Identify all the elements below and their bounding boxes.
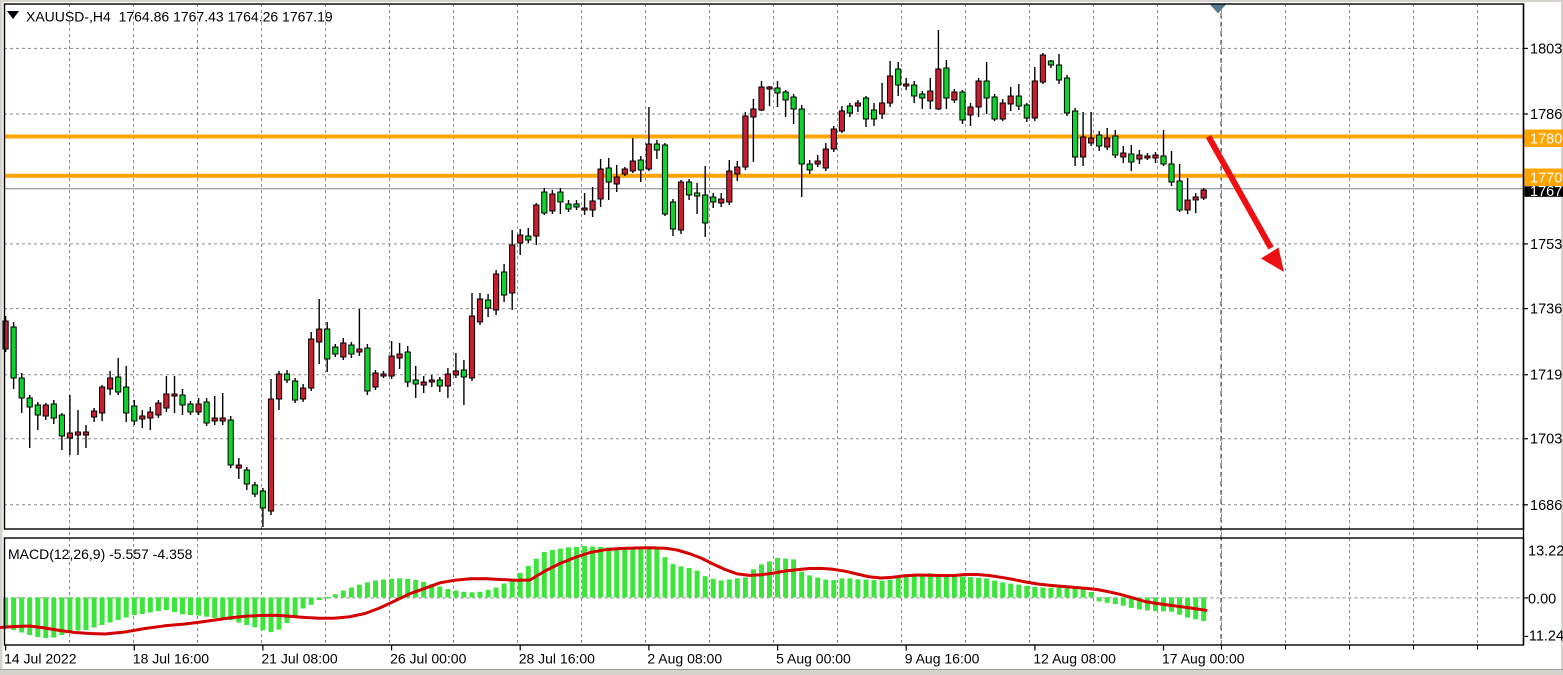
- svg-text:XAUUSD-,H4 1764.86 1767.43 17: XAUUSD-,H4 1764.86 1767.43 1764.26 1767.…: [26, 9, 333, 25]
- svg-text:18 Jul 16:00: 18 Jul 16:00: [133, 651, 209, 667]
- svg-text:21 Jul 08:00: 21 Jul 08:00: [261, 651, 337, 667]
- svg-text:1780: 1780: [1530, 132, 1562, 148]
- svg-text:1770: 1770: [1530, 171, 1562, 187]
- svg-text:2 Aug 08:00: 2 Aug 08:00: [647, 651, 722, 667]
- svg-text:1803: 1803: [1530, 41, 1562, 57]
- svg-text:1736: 1736: [1530, 302, 1562, 318]
- svg-text:9 Aug 16:00: 9 Aug 16:00: [905, 651, 980, 667]
- svg-text:12 Aug 08:00: 12 Aug 08:00: [1033, 651, 1116, 667]
- svg-text:1686: 1686: [1530, 498, 1562, 514]
- svg-text:17 Aug 00:00: 17 Aug 00:00: [1162, 651, 1245, 667]
- svg-text:1703: 1703: [1530, 432, 1562, 448]
- svg-text:1719: 1719: [1530, 368, 1562, 384]
- svg-text:14 Jul 2022: 14 Jul 2022: [4, 651, 77, 667]
- svg-text:1753: 1753: [1530, 237, 1562, 253]
- svg-text:0.00: 0.00: [1528, 592, 1556, 608]
- svg-text:1767: 1767: [1530, 184, 1562, 200]
- svg-text:1786: 1786: [1530, 107, 1562, 123]
- svg-text:26 Jul 00:00: 26 Jul 00:00: [390, 651, 466, 667]
- svg-text:13.22: 13.22: [1528, 544, 1563, 560]
- svg-text:-11.24: -11.24: [1524, 629, 1563, 645]
- svg-text:5 Aug 00:00: 5 Aug 00:00: [776, 651, 851, 667]
- svg-text:MACD(12,26,9) -5.557 -4.358: MACD(12,26,9) -5.557 -4.358: [8, 546, 193, 562]
- svg-text:28 Jul 16:00: 28 Jul 16:00: [519, 651, 595, 667]
